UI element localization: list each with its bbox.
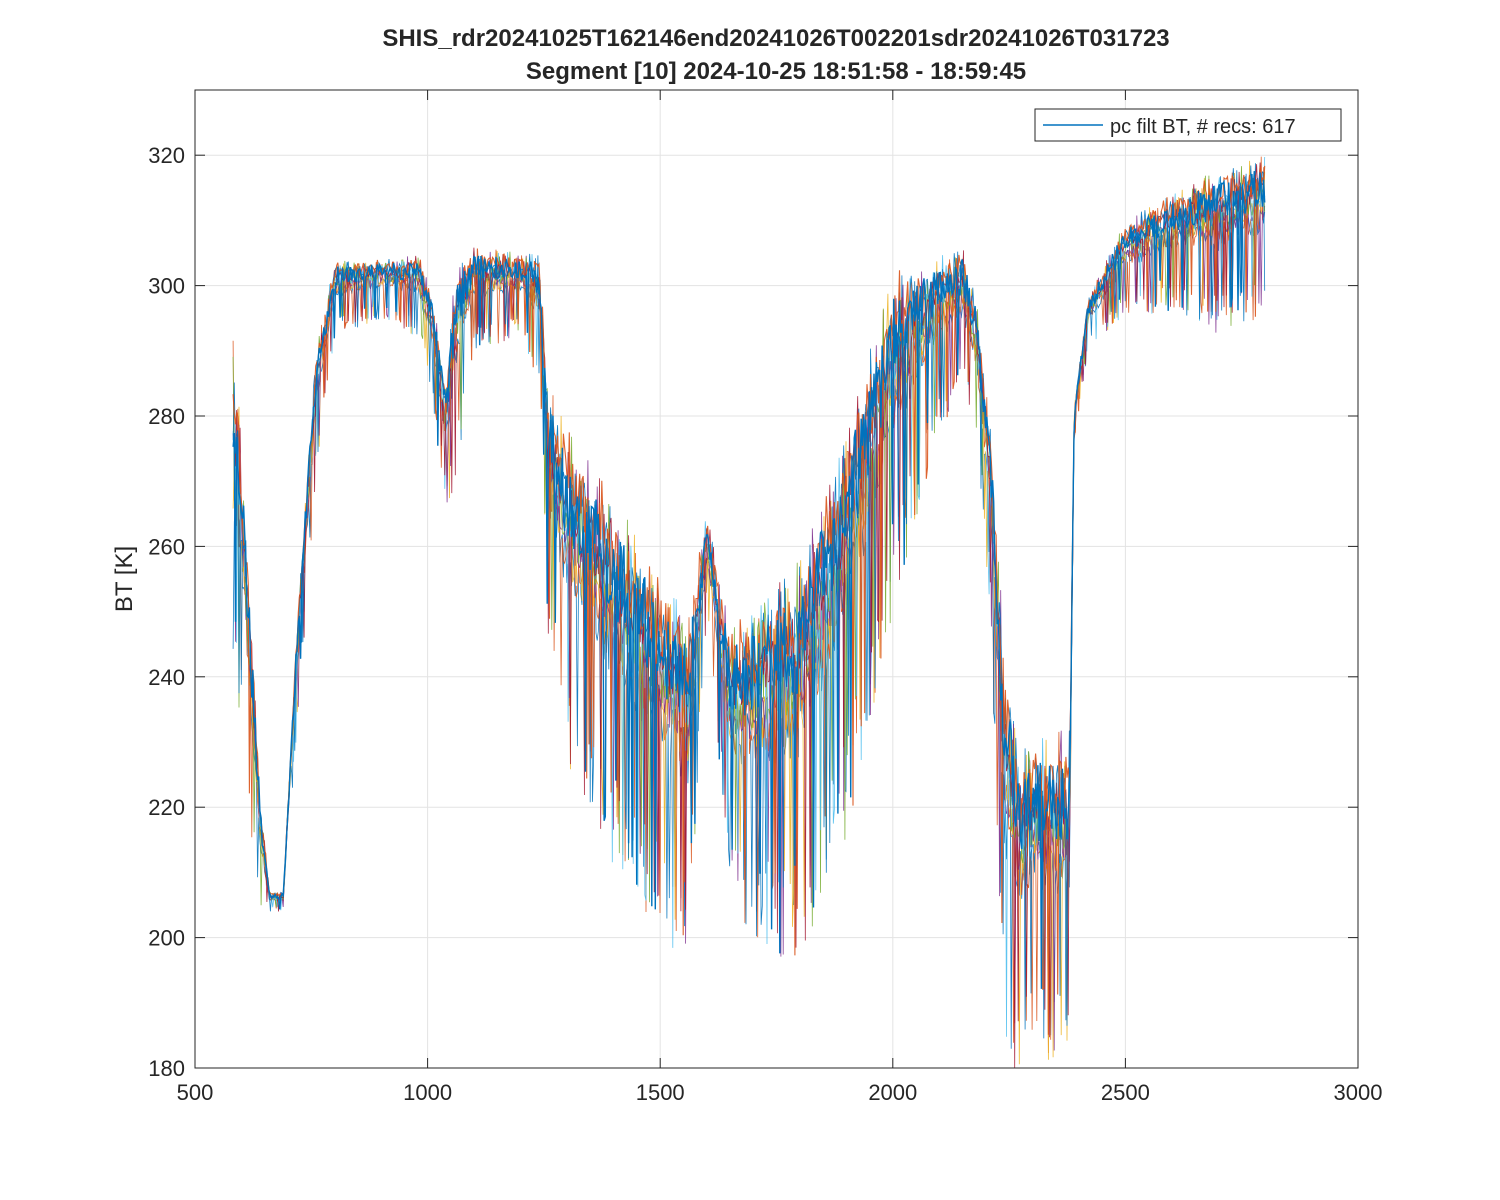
legend-box	[1034, 108, 1342, 142]
y-tick-label: 200	[148, 926, 185, 951]
chart-subtitle: Segment [10] 2024-10-25 18:51:58 - 18:59…	[526, 58, 1026, 85]
x-tick-label: 500	[177, 1080, 214, 1105]
y-tick-label: 300	[148, 274, 185, 299]
x-tick-label: 3000	[1334, 1080, 1383, 1105]
y-tick-label: 220	[148, 795, 185, 820]
legend-entry: pc filt BT, # recs: 617	[1110, 116, 1296, 138]
y-tick-label: 280	[148, 404, 185, 429]
chart-title: SHIS_rdr20241025T162146end20241026T00220…	[382, 25, 1169, 52]
spectrum-trace-main	[232, 171, 1266, 989]
x-tick-label: 2000	[868, 1080, 917, 1105]
y-tick-label: 240	[148, 665, 185, 690]
plot-frame	[194, 89, 1359, 1069]
y-tick-label: 320	[148, 143, 185, 168]
x-tick-label: 1500	[636, 1080, 685, 1105]
y-tick-label: 180	[148, 1056, 185, 1081]
plot-area	[195, 90, 1358, 1068]
x-tick-label: 2500	[1101, 1080, 1150, 1105]
ticks: 500 1000 1500 2000 2500 3000 180 200 220 240 260 28…	[148, 90, 1382, 1105]
legend: pc filt BT, # recs: 617	[1034, 108, 1342, 142]
data-layer	[232, 156, 1266, 1068]
y-axis-label: BT [K]	[111, 546, 138, 612]
y-tick-label: 260	[148, 534, 185, 559]
x-tick-label: 1000	[403, 1080, 452, 1105]
